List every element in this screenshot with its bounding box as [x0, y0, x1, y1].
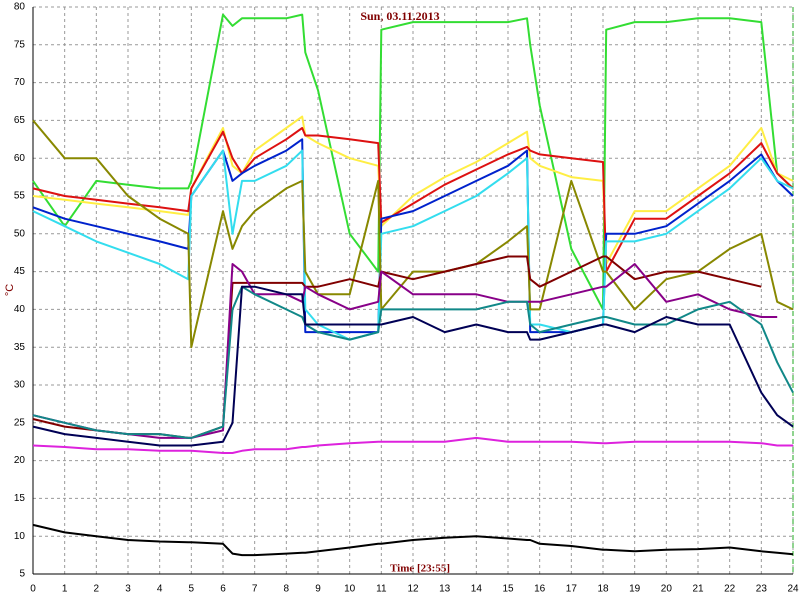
series-line — [32, 149, 794, 341]
x-tick-label: 24 — [787, 584, 799, 595]
x-tick-label: 21 — [692, 584, 704, 595]
y-tick-label: 65 — [14, 115, 26, 126]
x-tick-label: 5 — [189, 584, 195, 595]
x-tick-label: 3 — [125, 584, 131, 595]
x-tick-label: 9 — [315, 584, 321, 595]
x-axis-label: Time [23:55] — [390, 563, 450, 575]
y-tick-label: 25 — [14, 417, 26, 428]
x-tick-label: 16 — [534, 584, 546, 595]
y-tick-label: 50 — [14, 228, 26, 239]
series-line — [32, 13, 794, 311]
x-tick-label: 7 — [252, 584, 258, 595]
y-tick-label: 60 — [14, 153, 26, 164]
x-tick-label: 20 — [661, 584, 673, 595]
chart-title: Sun, 03.11.2013 — [360, 9, 439, 23]
y-tick-label: 55 — [14, 191, 26, 202]
y-tick-label: 80 — [14, 2, 26, 13]
x-tick-label: 6 — [220, 584, 226, 595]
x-tick-label: 19 — [629, 584, 641, 595]
x-tick-label: 12 — [407, 584, 419, 595]
x-tick-label: 17 — [566, 584, 578, 595]
x-tick-label: 14 — [471, 584, 483, 595]
y-tick-label: 75 — [14, 39, 26, 50]
series-line — [32, 285, 794, 439]
series-line — [32, 436, 793, 454]
series-line — [32, 285, 794, 447]
y-tick-label: 20 — [14, 455, 26, 466]
y-tick-label: 70 — [14, 77, 26, 88]
x-tick-label: 13 — [439, 584, 451, 595]
y-axis-label: °C — [4, 284, 16, 296]
x-tick-label: 10 — [344, 584, 356, 595]
x-tick-label: 22 — [724, 584, 736, 595]
x-tick-label: 2 — [94, 584, 100, 595]
series-line — [32, 523, 794, 557]
x-tick-label: 0 — [30, 584, 36, 595]
x-tick-label: 4 — [157, 584, 163, 595]
x-tick-label: 15 — [502, 584, 514, 595]
y-tick-label: 30 — [14, 380, 26, 391]
y-tick-label: 40 — [14, 304, 26, 315]
y-tick-label: 45 — [14, 266, 26, 277]
y-tick-label: 15 — [14, 493, 26, 504]
x-tick-label: 23 — [756, 584, 768, 595]
x-tick-label: 11 — [376, 584, 387, 595]
y-tick-label: 10 — [14, 531, 26, 542]
y-tick-label: 5 — [19, 569, 25, 580]
x-tick-label: 1 — [62, 584, 68, 595]
y-tick-label: 35 — [14, 342, 26, 353]
x-tick-label: 8 — [284, 584, 290, 595]
x-tick-label: 18 — [597, 584, 609, 595]
